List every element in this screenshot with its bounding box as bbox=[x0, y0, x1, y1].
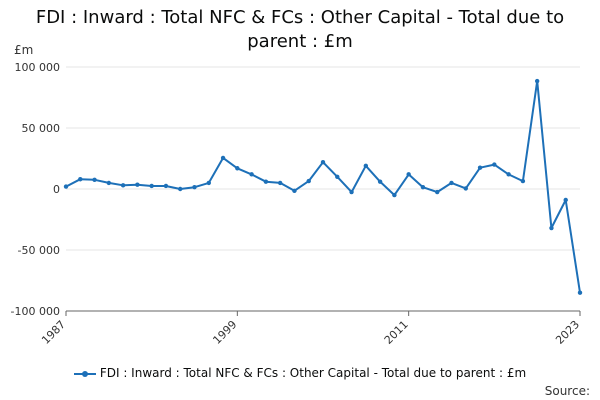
chart-title-line-2: parent : £m bbox=[247, 31, 353, 52]
data-point[interactable] bbox=[163, 183, 169, 189]
data-point[interactable] bbox=[363, 163, 369, 169]
data-point[interactable] bbox=[192, 184, 197, 190]
y-tick-label: 0 bbox=[53, 183, 60, 196]
data-point[interactable] bbox=[63, 184, 69, 189]
data-point[interactable] bbox=[92, 177, 97, 183]
y-axis-unit-label: £m bbox=[14, 43, 34, 57]
y-axis: 100 000 50 000 0 -50 000 -100 000 bbox=[11, 61, 60, 318]
y-tick-label: -100 000 bbox=[11, 305, 60, 318]
data-point[interactable] bbox=[406, 172, 411, 177]
data-point[interactable] bbox=[492, 162, 497, 167]
data-point[interactable] bbox=[420, 184, 426, 190]
data-point[interactable] bbox=[78, 177, 83, 182]
x-tick-label: 2011 bbox=[382, 318, 411, 347]
data-point[interactable] bbox=[335, 174, 340, 179]
data-point[interactable] bbox=[506, 172, 511, 177]
data-point[interactable] bbox=[549, 225, 554, 231]
data-point[interactable] bbox=[477, 165, 483, 170]
data-point[interactable] bbox=[235, 166, 240, 171]
data-point[interactable] bbox=[263, 179, 269, 184]
x-tick-label: 1999 bbox=[210, 318, 239, 347]
chart-title-line-1: FDI : Inward : Total NFC & FCs : Other C… bbox=[35, 7, 565, 28]
data-point[interactable] bbox=[135, 182, 140, 187]
data-point[interactable] bbox=[563, 197, 568, 203]
data-point[interactable] bbox=[149, 183, 154, 189]
data-point[interactable] bbox=[320, 159, 326, 165]
data-point[interactable] bbox=[520, 178, 526, 184]
data-point[interactable] bbox=[449, 180, 454, 186]
data-point[interactable] bbox=[392, 192, 397, 198]
data-point[interactable] bbox=[106, 180, 112, 186]
chart-title: FDI : Inward : Total NFC & FCs : Other C… bbox=[0, 6, 600, 54]
data-point[interactable] bbox=[534, 78, 540, 84]
y-tick-label: -50 000 bbox=[18, 244, 60, 257]
legend[interactable]: FDI : Inward : Total NFC & FCs : Other C… bbox=[0, 366, 600, 380]
data-point[interactable] bbox=[249, 172, 254, 177]
data-point[interactable] bbox=[577, 290, 583, 295]
y-tick-label: 100 000 bbox=[15, 61, 61, 74]
gridlines bbox=[66, 66, 580, 312]
data-point[interactable] bbox=[306, 178, 311, 184]
data-point[interactable] bbox=[120, 183, 126, 188]
data-point[interactable] bbox=[178, 186, 183, 192]
x-tick-label: 1987 bbox=[39, 318, 68, 347]
legend-label: FDI : Inward : Total NFC & FCs : Other C… bbox=[99, 366, 527, 380]
data-point[interactable] bbox=[435, 189, 440, 195]
data-point[interactable] bbox=[377, 179, 383, 184]
legend-swatch bbox=[73, 368, 96, 380]
y-tick-label: 50 000 bbox=[22, 122, 61, 135]
data-point[interactable] bbox=[220, 155, 226, 161]
data-point[interactable] bbox=[349, 189, 354, 195]
data-point[interactable] bbox=[463, 186, 468, 191]
source-label: Source: bbox=[544, 384, 590, 398]
data-point[interactable] bbox=[277, 180, 283, 186]
x-axis: 1987 1999 2011 2023 bbox=[39, 310, 582, 347]
series-layer bbox=[63, 78, 583, 295]
data-point[interactable] bbox=[206, 180, 211, 186]
data-point[interactable] bbox=[292, 188, 297, 194]
x-tick-label: 2023 bbox=[553, 318, 582, 347]
series-line bbox=[65, 80, 581, 293]
